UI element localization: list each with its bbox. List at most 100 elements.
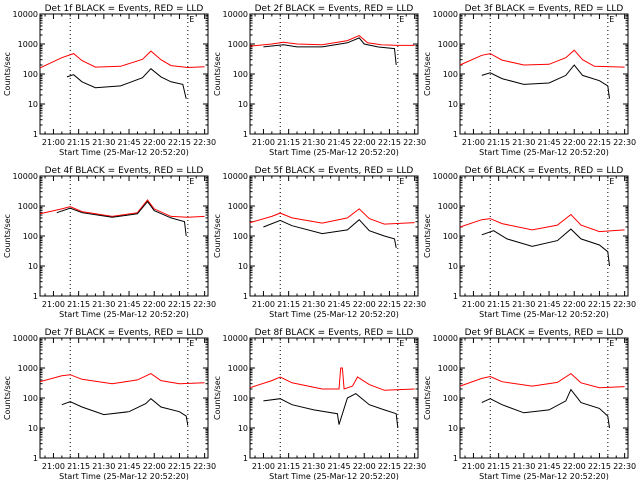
events-series-line (66, 68, 187, 99)
x-tick-label: 21:30 (512, 300, 535, 309)
x-tick-label: 21:30 (92, 462, 115, 471)
events-series-line (263, 219, 397, 248)
x-tick-label: 22:00 (143, 462, 166, 471)
y-axis-label: Counts/sec (213, 214, 222, 258)
time-marker-label: E (189, 339, 194, 348)
x-tick-label: 21:15 (277, 300, 300, 309)
events-series-line (481, 64, 610, 99)
y-tick-label: 10000 (223, 172, 248, 181)
x-tick-label: 21:15 (277, 138, 300, 147)
y-tick-label: 10000 (13, 334, 38, 343)
x-tick-label: 21:45 (538, 138, 561, 147)
x-tick-label: 21:15 (277, 462, 300, 471)
x-axis-label: Start Time (25-Mar-12 20:52:20) (269, 472, 399, 480)
y-tick-label: 100 (23, 232, 38, 241)
time-marker-label: E (189, 177, 194, 186)
x-tick-label: 22:00 (563, 300, 586, 309)
x-tick-label: 21:30 (302, 300, 325, 309)
y-axis-label: Counts/sec (213, 376, 222, 420)
chart-title: Det 4f BLACK = Events, RED = LLD (45, 166, 204, 176)
x-tick-label: 21:45 (328, 300, 351, 309)
lld-series-line (249, 367, 415, 391)
x-tick-label: 22:15 (378, 300, 401, 309)
y-tick-label: 100 (233, 232, 248, 241)
y-tick-label: 100 (233, 70, 248, 79)
x-tick-label: 22:00 (143, 138, 166, 147)
x-tick-label: 22:15 (168, 300, 191, 309)
x-tick-label: 21:30 (302, 462, 325, 471)
lld-series-line (39, 199, 205, 218)
plot-frame (39, 13, 209, 135)
chart-title: Det 1f BLACK = Events, RED = LLD (45, 4, 204, 14)
x-axis-label: Start Time (25-Mar-12 20:52:20) (479, 148, 609, 157)
y-tick-label: 100 (443, 70, 458, 79)
x-tick-label: 22:30 (193, 138, 216, 147)
x-tick-label: 22:30 (193, 462, 216, 471)
lld-series-line (249, 208, 415, 225)
x-tick-label: 21:45 (328, 462, 351, 471)
y-tick-label: 10 (28, 100, 38, 109)
y-tick-label: 10 (238, 100, 248, 109)
x-tick-label: 21:15 (487, 462, 510, 471)
x-axis-label: Start Time (25-Mar-12 20:52:20) (59, 148, 189, 157)
x-tick-label: 22:15 (378, 138, 401, 147)
y-tick-label: 100 (23, 70, 38, 79)
y-tick-label: 1 (33, 130, 38, 139)
chart-title: Det 7f BLACK = Events, RED = LLD (45, 328, 204, 338)
plot-frame (39, 175, 209, 297)
y-tick-label: 1 (33, 292, 38, 301)
chart-panel-3: Det 3f BLACK = Events, RED = LLD 1 10 100 10… (423, 4, 636, 157)
x-tick-label: 21:00 (462, 300, 485, 309)
plot-frame (459, 175, 629, 297)
x-tick-label: 22:15 (378, 462, 401, 471)
y-tick-label: 10000 (223, 334, 248, 343)
x-tick-label: 22:00 (353, 462, 376, 471)
y-tick-label: 100 (23, 394, 38, 403)
x-tick-label: 22:00 (353, 300, 376, 309)
y-tick-label: 10000 (223, 10, 248, 19)
chart-panel-4: Det 4f BLACK = Events, RED = LLD 1 10 100 10… (3, 166, 216, 319)
x-tick-label: 21:00 (42, 300, 65, 309)
x-tick-label: 22:30 (193, 300, 216, 309)
x-axis-label: Start Time (25-Mar-12 20:52:20) (479, 310, 609, 319)
chart-panel-2: Det 2f BLACK = Events, RED = LLD 1 10 100 10… (213, 4, 426, 157)
x-tick-label: 21:15 (487, 138, 510, 147)
x-tick-label: 22:30 (403, 138, 426, 147)
x-tick-label: 21:45 (118, 138, 141, 147)
x-tick-label: 22:15 (588, 462, 611, 471)
x-tick-label: 21:00 (462, 138, 485, 147)
y-tick-label: 10 (238, 262, 248, 271)
x-tick-label: 21:15 (67, 300, 90, 309)
plot-frame (459, 337, 629, 459)
y-tick-label: 1000 (18, 364, 38, 373)
y-tick-label: 1000 (438, 202, 458, 211)
x-tick-label: 22:30 (403, 300, 426, 309)
x-tick-label: 22:15 (168, 138, 191, 147)
y-tick-label: 1000 (438, 40, 458, 49)
time-marker-label: E (609, 177, 614, 186)
y-tick-label: 100 (443, 394, 458, 403)
events-series-line (263, 393, 399, 429)
y-tick-label: 10000 (13, 10, 38, 19)
x-tick-label: 21:15 (67, 462, 90, 471)
x-tick-label: 21:30 (92, 300, 115, 309)
y-axis-label: Counts/sec (3, 52, 12, 96)
chart-title: Det 5f BLACK = Events, RED = LLD (255, 166, 414, 176)
chart-title: Det 3f BLACK = Events, RED = LLD (465, 4, 624, 14)
plot-frame (249, 337, 419, 459)
events-series-line (481, 228, 610, 267)
x-tick-label: 21:30 (92, 138, 115, 147)
x-tick-label: 22:30 (613, 300, 636, 309)
x-tick-label: 21:30 (302, 138, 325, 147)
y-tick-label: 10000 (13, 172, 38, 181)
chart-panel-7: Det 7f BLACK = Events, RED = LLD 1 10 100 10… (3, 328, 216, 480)
y-tick-label: 1000 (18, 40, 38, 49)
chart-panel-6: Det 6f BLACK = Events, RED = LLD 1 10 100 10… (423, 166, 636, 319)
y-tick-label: 1000 (18, 202, 38, 211)
x-tick-label: 21:00 (252, 300, 275, 309)
y-axis-label: Counts/sec (423, 214, 432, 258)
x-tick-label: 21:45 (328, 138, 351, 147)
time-marker-label: E (399, 339, 404, 348)
lld-series-line (249, 35, 415, 47)
